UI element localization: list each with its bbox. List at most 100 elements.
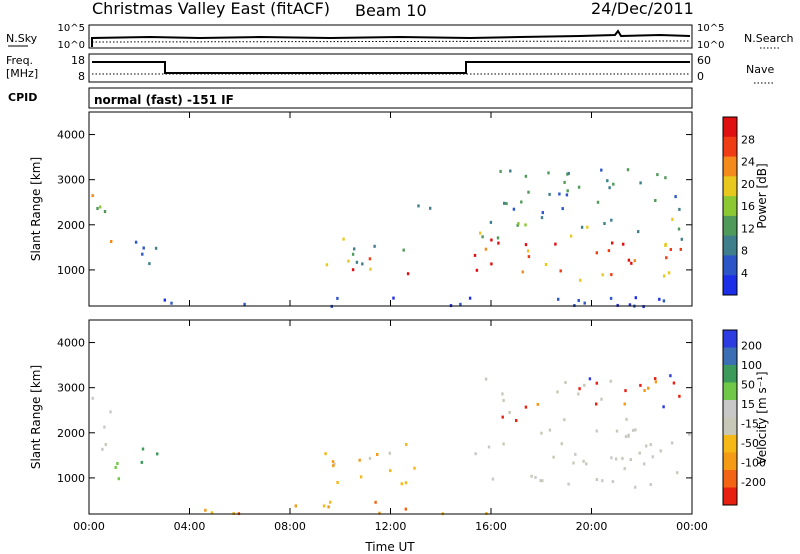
velocity-echo-cell: [564, 381, 567, 384]
power-echo-cell: [402, 248, 405, 252]
power-echo-cell: [662, 299, 666, 303]
power-echo-cell: [541, 211, 544, 215]
power-heatmap: [91, 168, 683, 309]
power-panel: 1000 2000 3000 4000 Slant Range [km]: [29, 111, 693, 309]
power-echo-cell: [606, 179, 609, 183]
power-ytick-label: 2000: [57, 219, 85, 232]
velocity-heatmap: [91, 374, 691, 516]
velocity-echo-cell: [688, 432, 691, 436]
velocity-colorbar-tick-label: 50: [741, 379, 755, 392]
power-echo-cell: [548, 192, 551, 196]
power-echo-cell: [505, 202, 508, 206]
power-echo-cell: [601, 273, 604, 277]
power-echo-cell: [639, 181, 642, 185]
search-noise-trace: [91, 40, 691, 43]
velocity-colorbar-segment: [723, 417, 737, 436]
power-echo-cell: [499, 169, 502, 173]
power-echo-cell: [524, 243, 528, 247]
time-tick-label: 20:00: [576, 520, 608, 533]
velocity-echo-cell: [117, 477, 120, 481]
power-echo-cell: [565, 193, 569, 197]
power-echo-cell: [527, 249, 530, 253]
power-echo-cell: [566, 189, 569, 193]
cpid-label: CPID: [8, 91, 37, 104]
power-echo-cell: [355, 260, 359, 264]
power-echo-cell: [567, 171, 570, 175]
velocity-echo-cell: [484, 377, 488, 381]
freq-label-2: [MHz]: [6, 67, 38, 80]
power-echo-cell: [608, 186, 611, 190]
power-colorbar-tick-label: 16: [741, 200, 755, 213]
velocity-echo-cell: [405, 443, 408, 446]
power-echo-cell: [665, 256, 668, 260]
power-echo-cell: [626, 168, 630, 172]
power-echo-cell: [369, 267, 372, 271]
power-ytick-label: 1000: [57, 264, 85, 277]
power-echo-cell: [663, 274, 666, 278]
power-colorbar-segment: [723, 176, 737, 197]
velocity-colorbar-segment: [723, 347, 737, 366]
power-colorbar-tick-label: 12: [741, 222, 755, 235]
power-echo-cell: [603, 222, 606, 225]
velocity-echo-cell: [595, 402, 598, 406]
velocity-ytick-label: 3000: [57, 382, 85, 395]
power-echo-cell: [110, 240, 113, 243]
power-echo-cell: [429, 206, 432, 210]
power-echo-cell: [656, 173, 659, 177]
velocity-colorbar-segment: [723, 452, 737, 471]
velocity-echo-cell: [333, 462, 336, 466]
velocity-colorbar-tick-label: 100: [741, 359, 762, 372]
power-colorbar-segment: [723, 156, 737, 177]
velocity-echo-cell: [534, 475, 537, 479]
velocity-echo-cell: [623, 467, 626, 471]
freq-trace: [92, 61, 690, 74]
velocity-echo-cell: [413, 466, 416, 470]
power-echo-cell: [517, 222, 520, 225]
power-echo-cell: [677, 227, 681, 231]
velocity-echo-cell: [374, 500, 377, 504]
velocity-echo-cell: [651, 455, 654, 459]
velocity-echo-cell: [669, 374, 672, 378]
power-echo-cell: [475, 268, 479, 272]
velocity-echo-cell: [487, 445, 491, 449]
velocity-echo-cell: [376, 453, 379, 456]
velocity-colorbar-frame: [722, 329, 738, 506]
velocity-echo-cell: [501, 392, 504, 396]
velocity-echo-cell: [609, 379, 612, 383]
power-echo-cell: [503, 201, 506, 205]
velocity-echo-cell: [141, 447, 145, 451]
velocity-colorbar-segment: [723, 487, 737, 506]
power-echo-cell: [669, 248, 672, 251]
velocity-echo-cell: [678, 394, 681, 398]
velocity-echo-cell: [368, 456, 372, 460]
cpid-panel-frame: [88, 87, 693, 109]
velocity-echo-cell: [109, 410, 112, 414]
nave-tick-top: 60: [697, 54, 711, 67]
velocity-echo-cell: [294, 504, 297, 508]
power-echo-cell: [484, 247, 488, 251]
velocity-echo-cell: [156, 452, 159, 456]
power-colorbar-segment: [723, 235, 737, 256]
power-echo-cell: [586, 225, 589, 229]
noise-left-label: N.Sky: [6, 32, 38, 45]
velocity-echo-cell: [578, 387, 581, 391]
power-yaxis: 1000 2000 3000 4000: [57, 129, 692, 277]
freq-tick-top: 18: [71, 54, 85, 67]
velocity-echo-cell: [643, 462, 646, 466]
power-echo-cell: [163, 298, 166, 302]
velocity-echo-cell: [404, 481, 408, 485]
time-tick-label: 08:00: [274, 520, 306, 533]
velocity-echo-cell: [624, 389, 627, 393]
velocity-echo-cell: [552, 455, 555, 459]
noise-right-label: N.Search: [744, 32, 794, 45]
power-echo-cell: [616, 303, 619, 307]
power-echo-cell: [527, 255, 531, 259]
station-title: Christmas Valley East (fitACF): [92, 0, 330, 18]
power-colorbar-frame: [722, 116, 738, 296]
velocity-echo-cell: [643, 389, 646, 392]
power-echo-cell: [516, 223, 519, 227]
power-echo-cell: [600, 168, 603, 172]
velocity-yaxis: 1000 2000 3000 4000: [57, 337, 692, 485]
velocity-echo-cell: [502, 442, 505, 446]
power-echo-cell: [679, 247, 682, 251]
